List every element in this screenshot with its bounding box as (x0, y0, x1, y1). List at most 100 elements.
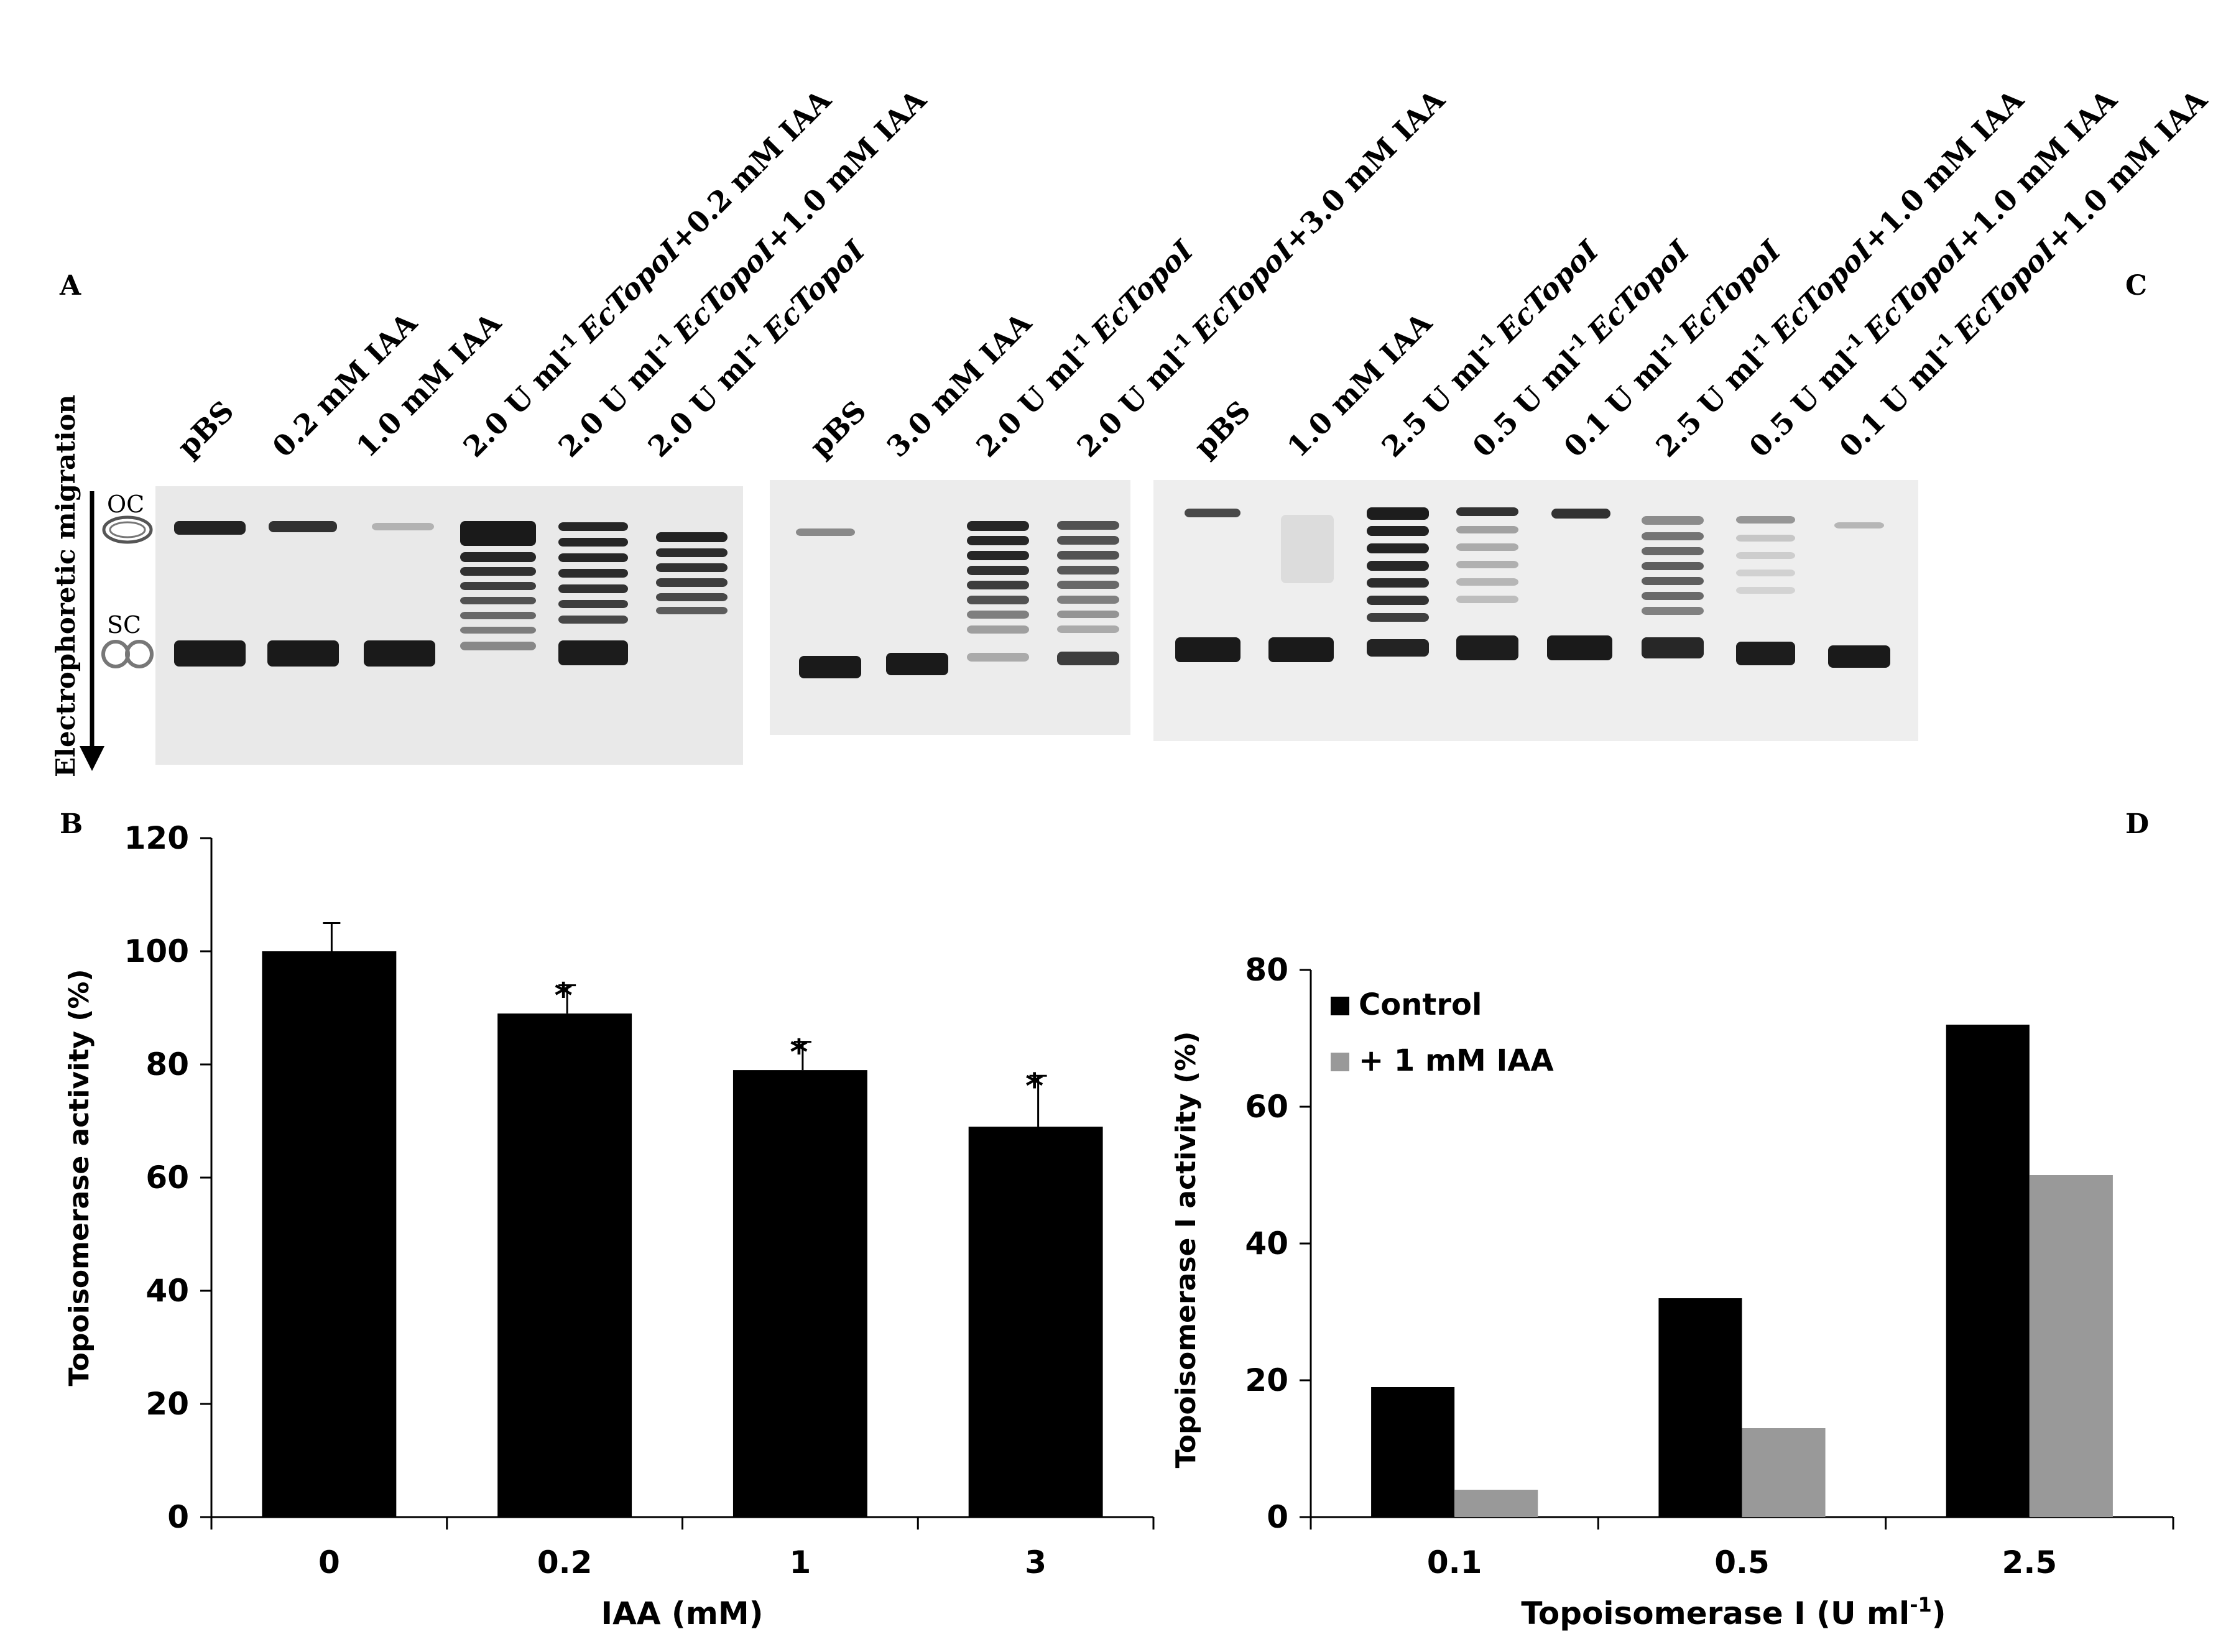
topoisomer-band (460, 597, 536, 604)
gel-2-image (770, 480, 1130, 735)
migration-axis: Electrophoretic migration OC SC (50, 395, 154, 777)
topoisomer-band (967, 611, 1029, 619)
lane-label-gel1-4: 2.0 U ml-1EcTopoI+0.2 mM IAA (456, 81, 838, 464)
topoisomer-band (1057, 581, 1119, 589)
topoisomer-band (1642, 577, 1704, 585)
topoisomer-band (1736, 516, 1795, 524)
bar (968, 1127, 1103, 1517)
legend-swatch-iaa (1331, 1053, 1349, 1071)
smear (1281, 515, 1334, 583)
chart-b-x-ticks: 0 0.2 1 3 (210, 1517, 1155, 1580)
oc-band (1551, 509, 1610, 519)
topoisomer-band (1367, 578, 1429, 588)
y-tick-label: 80 (1245, 952, 1288, 988)
topoisomer-band (1057, 521, 1119, 530)
topoisomer-band (967, 521, 1029, 531)
oc-band (269, 521, 337, 532)
lane-label-suffix: +0.2 mM IAA (663, 83, 838, 258)
bar-iaa (2029, 1175, 2113, 1517)
topoisomer-band (558, 640, 628, 665)
lane-label-suffix: +1.0 mM IAA (1949, 83, 2124, 258)
lane-label-gel3-1: pBS (1188, 394, 1257, 464)
topoisomer-band (1456, 596, 1518, 603)
topoisomer-band (1736, 552, 1795, 559)
sc-supercoil-icon (101, 640, 154, 668)
bar-control (1658, 1298, 1742, 1517)
topoisomer-band (656, 563, 728, 572)
chart-d-x-label-end: ) (1932, 1595, 1946, 1631)
lane-label-dose: 2.0 U ml (1071, 344, 1191, 464)
topoisomer-band (967, 536, 1029, 545)
topoisomer-band (967, 551, 1029, 560)
lane-label-text: pBS (171, 394, 241, 464)
sc-band (1828, 645, 1890, 668)
y-tick-label: 0 (1267, 1499, 1288, 1535)
topoisomer-band (558, 522, 628, 531)
lane-label-gel1-2: 0.2 mM IAA (266, 305, 424, 463)
chart-b-y-ticks: 0 20 40 60 80 100 120 (124, 820, 211, 1535)
lane-label-text: pBS (1188, 394, 1257, 464)
oc-band (1185, 509, 1240, 517)
gel-3-image (1153, 480, 1918, 741)
y-tick-label: 40 (1245, 1225, 1288, 1262)
chart-d-x-label-main: Topoisomerase I (U ml (1521, 1595, 1910, 1631)
topoisomer-band (1456, 635, 1518, 660)
lane-label-enzyme: EcTopoI (1763, 233, 1880, 349)
lane-label-gel3-6: 2.5 U ml-1EcTopoI+1.0 mM IAA (1648, 81, 2031, 464)
topoisomer-band (967, 625, 1029, 634)
topoisomer-band (460, 582, 536, 590)
x-tick-label: 0.5 (1714, 1544, 1770, 1580)
panel-label-d: D (2125, 808, 2149, 840)
bar (732, 1070, 867, 1517)
topoisomer-band (656, 593, 728, 601)
topoisomer-band (967, 566, 1029, 575)
oc-band (796, 528, 855, 536)
sc-label: SC (107, 611, 141, 639)
chart-b-x-label: IAA (mM) (601, 1595, 764, 1631)
topoisomer-band (1057, 611, 1119, 618)
topoisomer-band (558, 584, 628, 593)
panel-label-c: C (2125, 270, 2147, 302)
significance-marker: * (554, 976, 572, 1017)
gel-bands (174, 507, 1890, 678)
topoisomer-band (1642, 562, 1704, 570)
sc-band (267, 640, 339, 667)
x-tick-label: 3 (1025, 1544, 1046, 1580)
panel-label-a: A (59, 270, 81, 302)
topoisomer-band (558, 600, 628, 608)
sc-band (799, 656, 861, 678)
topoisomer-band (1057, 596, 1119, 604)
lane-label-enzyme: EcTopoI (1185, 233, 1301, 349)
topoisomer-band (460, 627, 536, 634)
x-tick-label: 0 (318, 1544, 340, 1580)
legend-label-iaa: + 1 mM IAA (1359, 1043, 1554, 1078)
lane-label-gel1-5: 2.0 U ml-1EcTopoI+1.0 mM IAA (551, 81, 933, 464)
topoisomer-band (1736, 587, 1795, 594)
bar-iaa (1742, 1428, 1826, 1517)
topoisomer-band (460, 521, 536, 546)
topoisomer-band (1456, 507, 1518, 516)
y-tick-label: 20 (146, 1386, 189, 1422)
chart-b-bars: * * * (262, 922, 1103, 1517)
topoisomer-band (1642, 607, 1704, 615)
lane-label-suffix: +1.0 mM IAA (2039, 83, 2214, 258)
topoisomer-band (1367, 507, 1429, 520)
bar-control (1946, 1025, 2030, 1517)
chart-d-x-ticks: 0.1 0.5 2.5 (1310, 1517, 2174, 1580)
y-tick-label: 60 (1245, 1089, 1288, 1125)
topoisomer-band (967, 596, 1029, 604)
topoisomer-band (1057, 652, 1119, 665)
chart-d-y-label: Topoisomerase I activity (%) (1170, 1031, 1202, 1469)
chart-d: 0 20 40 60 80 0.1 0.5 2.5 Control + 1 mM IAA T… (1170, 952, 2174, 1631)
topoisomer-band (1367, 613, 1429, 622)
legend-label-control: Control (1359, 987, 1482, 1022)
lane-label-gel1-1: pBS (171, 394, 241, 464)
topoisomer-band (460, 567, 536, 576)
topoisomer-band (1367, 526, 1429, 536)
lane-label-gel2-4: 2.0 U ml-1EcTopoI+3.0 mM IAA (1069, 81, 1452, 464)
topoisomer-band (1456, 561, 1518, 568)
topoisomer-band (558, 553, 628, 562)
topoisomer-band (1367, 561, 1429, 571)
